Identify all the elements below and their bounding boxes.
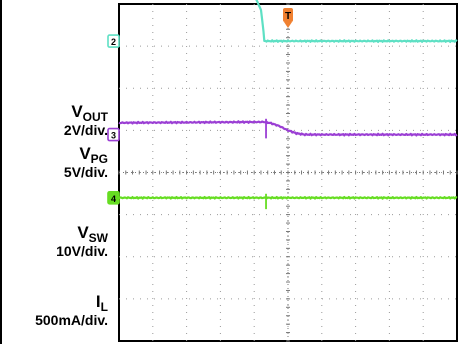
traces	[118, 0, 458, 210]
trace-il	[118, 195, 458, 200]
grid	[118, 3, 458, 342]
series-scale-il: 500mA/div.	[35, 312, 108, 328]
series-name-vpg: VPG	[79, 144, 108, 166]
series-scale-vpg: 5V/div.	[64, 164, 108, 180]
series-name-vsw: VSW	[77, 223, 108, 245]
trace-vpg	[255, 0, 458, 43]
markers: T1234	[107, 8, 293, 205]
series-name-vout: VOUT	[71, 102, 108, 124]
trigger-marker: T	[283, 8, 293, 28]
trigger-label: T	[285, 11, 291, 22]
channel-number: 2	[111, 37, 116, 47]
channel-number: 4	[111, 194, 116, 204]
channel-marker-3: 3	[107, 127, 120, 142]
series-scale-vout: 2V/div.	[64, 122, 108, 138]
channel-marker-2: 2	[107, 34, 120, 48]
channel-marker-4: 4	[107, 190, 120, 205]
trace-vsw	[118, 120, 458, 137]
series-name-il: IL	[96, 292, 108, 314]
channel-number: 3	[111, 131, 116, 141]
series-scale-vsw: 10V/div.	[56, 243, 108, 259]
